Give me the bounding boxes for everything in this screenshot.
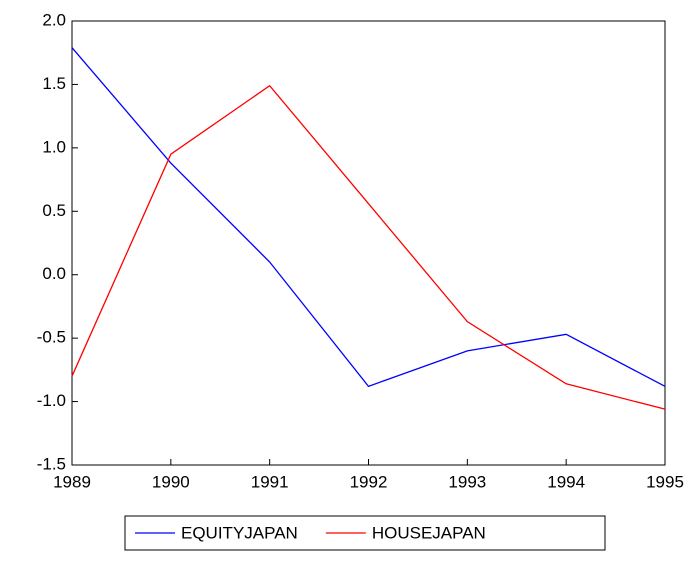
x-tick-label: 1993 (448, 472, 486, 491)
y-tick-label: 0.0 (42, 264, 66, 283)
series-line (71, 84, 666, 410)
y-tick-label: 1.5 (42, 74, 66, 93)
x-tick-label: 1992 (350, 472, 388, 491)
series-line (71, 47, 666, 388)
x-tick-label: 1994 (547, 472, 585, 491)
y-tick-label: 0.5 (42, 201, 66, 220)
legend-label: HOUSEJAPAN (372, 523, 486, 542)
x-tick-label: 1991 (251, 472, 289, 491)
x-tick-label: 1989 (53, 472, 91, 491)
y-tick-label: 1.0 (42, 137, 66, 156)
x-tick-label: 1995 (646, 472, 684, 491)
y-tick-label: -0.5 (37, 328, 66, 347)
y-tick-label: 2.0 (42, 10, 66, 29)
y-tick-label: -1.5 (37, 454, 66, 473)
legend-label: EQUITYJAPAN (181, 523, 298, 542)
plot-frame (71, 20, 666, 466)
x-tick-label: 1990 (152, 472, 190, 491)
y-tick-label: -1.0 (37, 391, 66, 410)
